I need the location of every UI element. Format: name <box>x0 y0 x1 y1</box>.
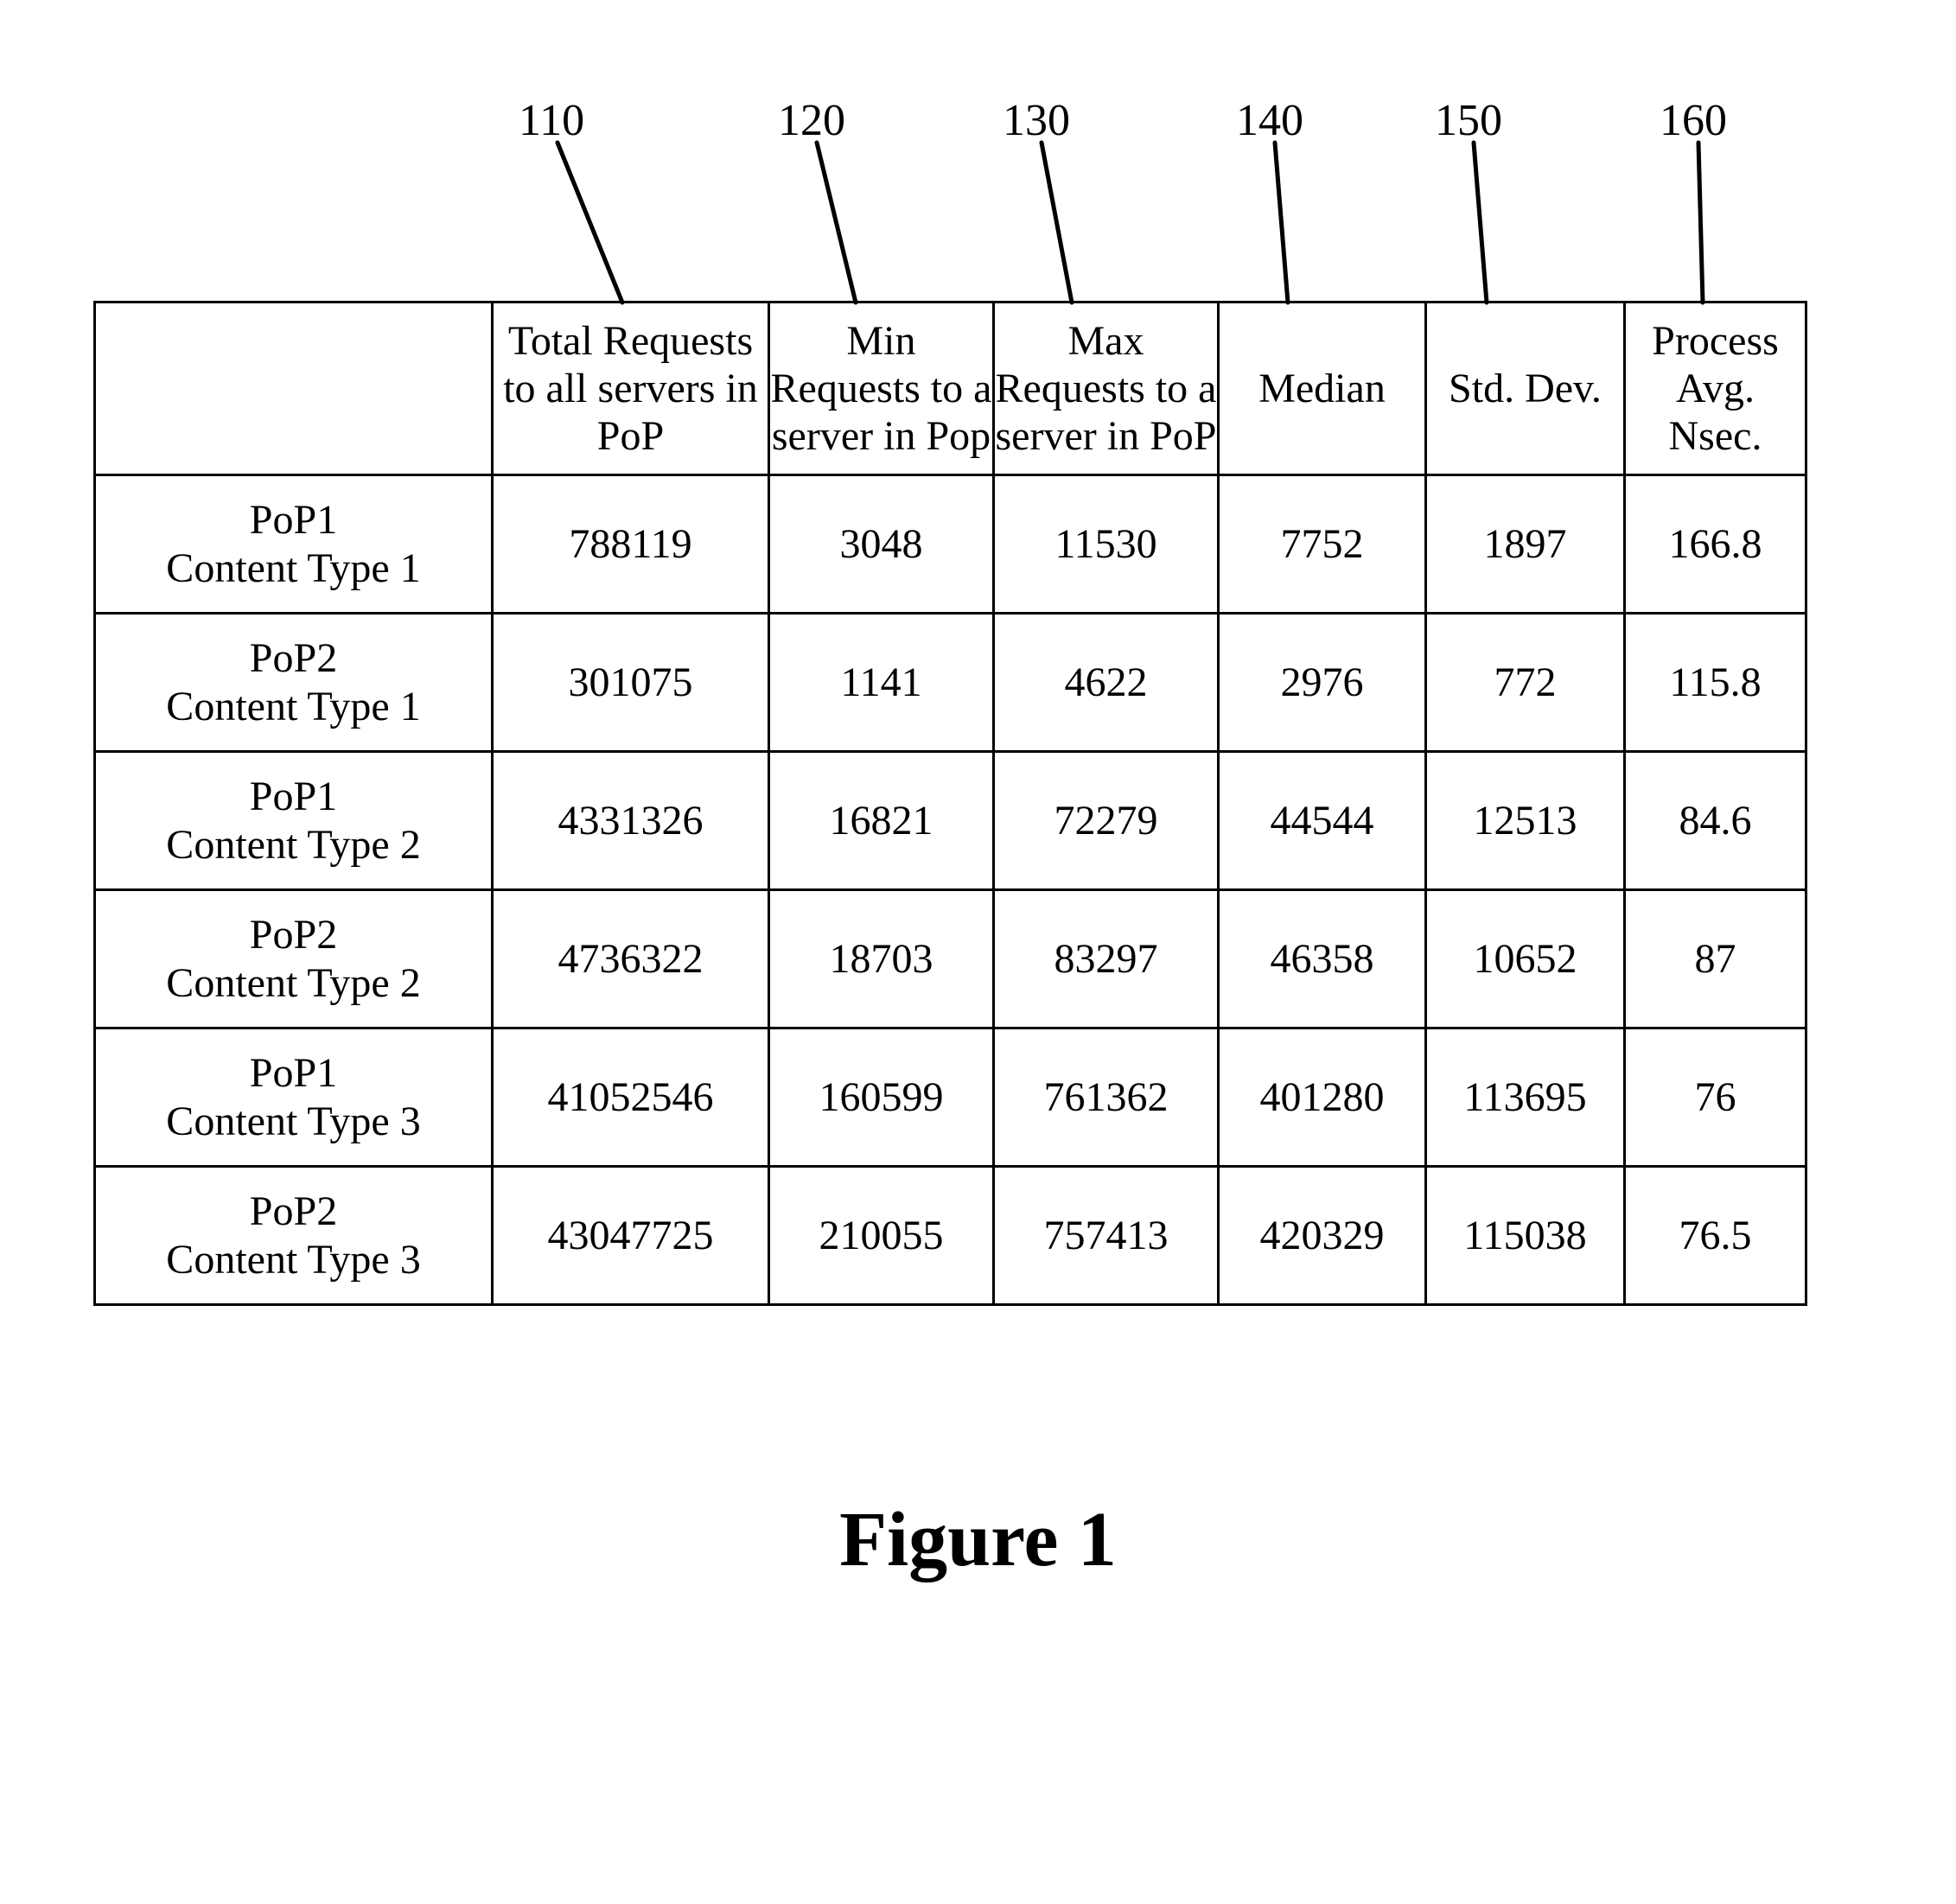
table-cell: 41052546 <box>493 1028 769 1167</box>
row-header-content-type: Content Type 1 <box>96 544 491 592</box>
table-cell: 46358 <box>1219 890 1426 1028</box>
table-cell: 84.6 <box>1625 752 1806 890</box>
table-cell: 2976 <box>1219 614 1426 752</box>
table-cell: 76.5 <box>1625 1167 1806 1305</box>
table-column-header: Max Requests to a server in PoP <box>994 302 1219 475</box>
table-cell: 43047725 <box>493 1167 769 1305</box>
row-header-content-type: Content Type 3 <box>96 1098 491 1145</box>
table-row-header: PoP2Content Type 1 <box>95 614 493 752</box>
row-header-pop: PoP1 <box>250 497 337 543</box>
table-cell: 1141 <box>769 614 994 752</box>
table-cell: 76 <box>1625 1028 1806 1167</box>
table-row: PoP2Content Type 34304772521005575741342… <box>95 1167 1806 1305</box>
table-cell: 401280 <box>1219 1028 1426 1167</box>
table-cell: 788119 <box>493 475 769 614</box>
table-column-header: Median <box>1219 302 1426 475</box>
table-cell: 210055 <box>769 1167 994 1305</box>
table-row-header: PoP2Content Type 2 <box>95 890 493 1028</box>
table-cell: 12513 <box>1426 752 1625 890</box>
table-cell: 115038 <box>1426 1167 1625 1305</box>
table-row-header: PoP1Content Type 3 <box>95 1028 493 1167</box>
callout-leader-line <box>1474 143 1487 302</box>
row-header-content-type: Content Type 3 <box>96 1236 491 1283</box>
table-cell: 301075 <box>493 614 769 752</box>
row-header-pop: PoP2 <box>250 635 337 681</box>
table-cell: 18703 <box>769 890 994 1028</box>
table-cell: 10652 <box>1426 890 1625 1028</box>
table-cell: 115.8 <box>1625 614 1806 752</box>
table-row-header: PoP2Content Type 3 <box>95 1167 493 1305</box>
callout-leader-line <box>1042 143 1072 302</box>
table-cell: 16821 <box>769 752 994 890</box>
table-cell: 44544 <box>1219 752 1426 890</box>
table-cell: 87 <box>1625 890 1806 1028</box>
callout-label: 110 <box>519 95 584 146</box>
table-cell: 757413 <box>994 1167 1219 1305</box>
table-row: PoP2Content Type 24736322187038329746358… <box>95 890 1806 1028</box>
table-row-header: PoP1Content Type 1 <box>95 475 493 614</box>
table-cell: 11530 <box>994 475 1219 614</box>
data-table-container: Total Requests to all servers in PoPMin … <box>93 301 1807 1306</box>
table-cell: 4736322 <box>493 890 769 1028</box>
table-row-header: PoP1Content Type 2 <box>95 752 493 890</box>
table-cell: 72279 <box>994 752 1219 890</box>
table-row: PoP1Content Type 34105254616059976136240… <box>95 1028 1806 1167</box>
figure-page: 110 120 130 140 150 160 Total Requests to all… <box>0 0 1956 1904</box>
table-row: PoP1Content Type 24331326168217227944544… <box>95 752 1806 890</box>
row-header-pop: PoP1 <box>250 1050 337 1096</box>
row-header-content-type: Content Type 2 <box>96 821 491 869</box>
callout-label: 150 <box>1435 95 1502 146</box>
row-header-pop: PoP2 <box>250 912 337 958</box>
callout-label: 120 <box>778 95 845 146</box>
table-cell: 1897 <box>1426 475 1625 614</box>
callout-label: 130 <box>1003 95 1070 146</box>
table-cell: 761362 <box>994 1028 1219 1167</box>
table-column-header: Total Requests to all servers in PoP <box>493 302 769 475</box>
table-cell: 7752 <box>1219 475 1426 614</box>
table-cell: 4622 <box>994 614 1219 752</box>
pop-statistics-table: Total Requests to all servers in PoPMin … <box>93 301 1807 1306</box>
table-cell: 420329 <box>1219 1167 1426 1305</box>
table-cell: 166.8 <box>1625 475 1806 614</box>
table-column-header: Process Avg. Nsec. <box>1625 302 1806 475</box>
table-header-row: Total Requests to all servers in PoPMin … <box>95 302 1806 475</box>
row-header-content-type: Content Type 2 <box>96 959 491 1007</box>
callout-label: 140 <box>1236 95 1303 146</box>
table-cell: 113695 <box>1426 1028 1625 1167</box>
table-header-blank <box>95 302 493 475</box>
table-cell: 4331326 <box>493 752 769 890</box>
row-header-content-type: Content Type 1 <box>96 683 491 730</box>
row-header-pop: PoP1 <box>250 774 337 819</box>
callout-leader-line <box>1275 143 1288 302</box>
row-header-pop: PoP2 <box>250 1188 337 1234</box>
callout-lines <box>0 0 1956 346</box>
table-cell: 772 <box>1426 614 1625 752</box>
table-cell: 3048 <box>769 475 994 614</box>
table-row: PoP1Content Type 17881193048115307752189… <box>95 475 1806 614</box>
figure-caption: Figure 1 <box>0 1495 1956 1584</box>
callout-leader-line <box>1698 143 1703 302</box>
table-column-header: Min Requests to a server in Pop <box>769 302 994 475</box>
table-column-header: Std. Dev. <box>1426 302 1625 475</box>
table-cell: 160599 <box>769 1028 994 1167</box>
callout-label: 160 <box>1660 95 1727 146</box>
callout-leader-line <box>557 143 622 302</box>
table-cell: 83297 <box>994 890 1219 1028</box>
callout-leader-line <box>817 143 856 302</box>
table-row: PoP2Content Type 13010751141462229767721… <box>95 614 1806 752</box>
